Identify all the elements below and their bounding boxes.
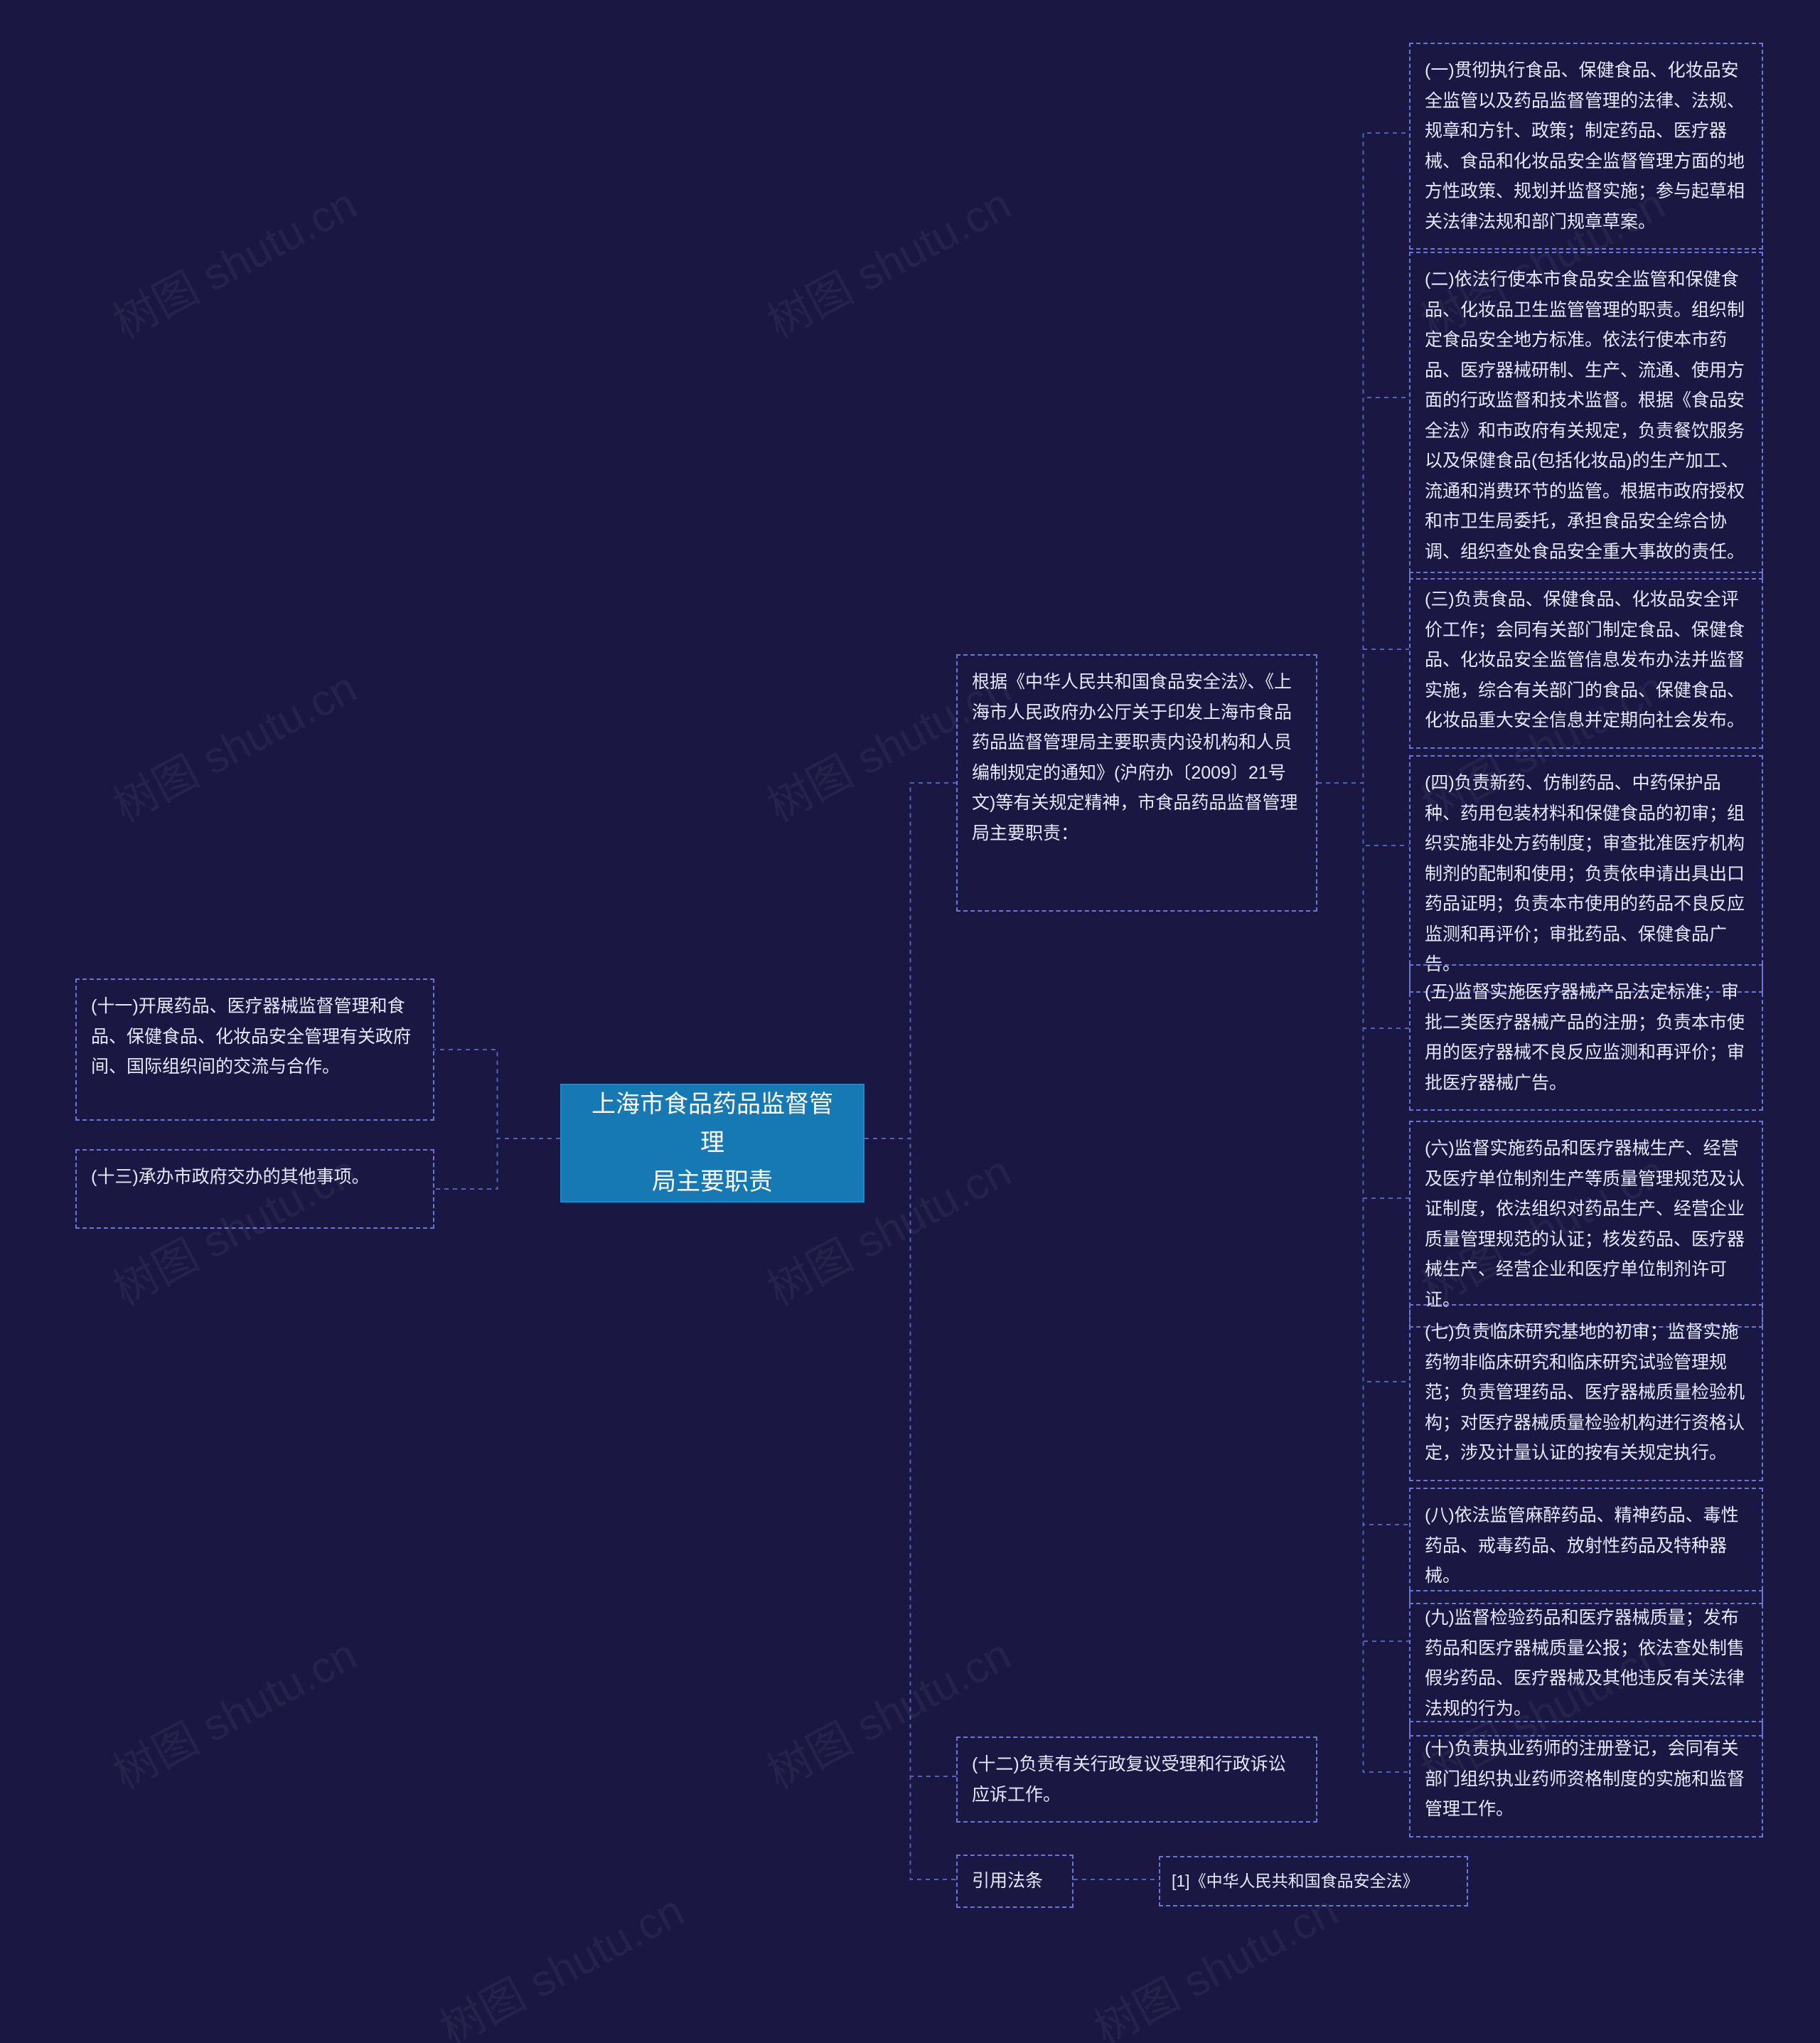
node-text: (十)负责执业药师的注册登记，会同有关部门组织执业药师资格制度的实施和监督管理工… [1425, 1739, 1745, 1819]
node-text: (十二)负责有关行政复议受理和行政诉讼应诉工作。 [972, 1754, 1286, 1805]
node-text: (五)监督实施医疗器械产品法定标准；审批二类医疗器械产品的注册；负责本市使用的医… [1425, 982, 1745, 1093]
center-node: 上海市食品药品监督管理 局主要职责 [560, 1084, 864, 1202]
node-citation-ref: [1]《中华人民共和国食品安全法》 [1159, 1856, 1468, 1906]
node-text: (一)贯彻执行食品、保健食品、化妆品安全监管以及药品监督管理的法律、法规、规章和… [1425, 60, 1745, 232]
node-item-13: (十三)承办市政府交办的其他事项。 [75, 1149, 434, 1229]
node-text: (七)负责临床研究基地的初审；监督实施药物非临床研究和临床研究试验管理规范；负责… [1425, 1322, 1745, 1463]
mindmap-canvas: 上海市食品药品监督管理 局主要职责 (十一)开展药品、医疗器械监督管理和食品、保… [0, 0, 1820, 2043]
node-detail-2: (二)依法行使本市食品安全监管和保健食品、化妆品卫生监管管理的职责。组织制定食品… [1409, 252, 1763, 580]
node-basis: 根据《中华人民共和国食品安全法》、《上海市人民政府办公厅关于印发上海市食品药品监… [956, 654, 1317, 912]
node-text: (二)依法行使本市食品安全监管和保健食品、化妆品卫生监管管理的职责。组织制定食品… [1425, 270, 1745, 562]
node-text: (六)监督实施药品和医疗器械生产、经营及医疗单位制剂生产等质量管理规范及认证制度… [1425, 1138, 1745, 1310]
node-detail-8: (八)依法监管麻醉药品、精神药品、毒性药品、戒毒药品、放射性药品及特种器械。 [1409, 1488, 1763, 1604]
node-detail-9: (九)监督检验药品和医疗器械质量；发布药品和医疗器械质量公报；依法查处制售假劣药… [1409, 1590, 1763, 1737]
node-item-12: (十二)负责有关行政复议受理和行政诉讼应诉工作。 [956, 1737, 1317, 1823]
node-text: 根据《中华人民共和国食品安全法》、《上海市人民政府办公厅关于印发上海市食品药品监… [972, 672, 1297, 843]
node-text: (十三)承办市政府交办的其他事项。 [91, 1167, 370, 1187]
node-text: 引用法条 [972, 1871, 1043, 1891]
node-detail-4: (四)负责新药、仿制药品、中药保护品种、药用包装材料和保健食品的初审；组织实施非… [1409, 755, 1763, 993]
center-label: 上海市食品药品监督管理 局主要职责 [583, 1085, 842, 1201]
node-detail-5: (五)监督实施医疗器械产品法定标准；审批二类医疗器械产品的注册；负责本市使用的医… [1409, 964, 1763, 1111]
node-detail-3: (三)负责食品、保健食品、化妆品安全评价工作；会同有关部门制定食品、保健食品、化… [1409, 572, 1763, 749]
node-text: (八)依法监管麻醉药品、精神药品、毒性药品、戒毒药品、放射性药品及特种器械。 [1425, 1505, 1739, 1586]
node-detail-1: (一)贯彻执行食品、保健食品、化妆品安全监管以及药品监督管理的法律、法规、规章和… [1409, 43, 1763, 250]
node-text: (九)监督检验药品和医疗器械质量；发布药品和医疗器械质量公报；依法查处制售假劣药… [1425, 1608, 1745, 1719]
node-text: (十一)开展药品、医疗器械监督管理和食品、保健食品、化妆品安全管理有关政府间、国… [91, 996, 411, 1077]
node-item-11: (十一)开展药品、医疗器械监督管理和食品、保健食品、化妆品安全管理有关政府间、国… [75, 978, 434, 1121]
node-detail-6: (六)监督实施药品和医疗器械生产、经营及医疗单位制剂生产等质量管理规范及认证制度… [1409, 1121, 1763, 1328]
node-text: (三)负责食品、保健食品、化妆品安全评价工作；会同有关部门制定食品、保健食品、化… [1425, 590, 1745, 730]
node-text: (四)负责新药、仿制药品、中药保护品种、药用包装材料和保健食品的初审；组织实施非… [1425, 773, 1745, 974]
node-text: [1]《中华人民共和国食品安全法》 [1172, 1872, 1419, 1890]
node-detail-7: (七)负责临床研究基地的初审；监督实施药物非临床研究和临床研究试验管理规范；负责… [1409, 1304, 1763, 1481]
node-detail-10: (十)负责执业药师的注册登记，会同有关部门组织执业药师资格制度的实施和监督管理工… [1409, 1721, 1763, 1837]
node-citation: 引用法条 [956, 1855, 1074, 1908]
